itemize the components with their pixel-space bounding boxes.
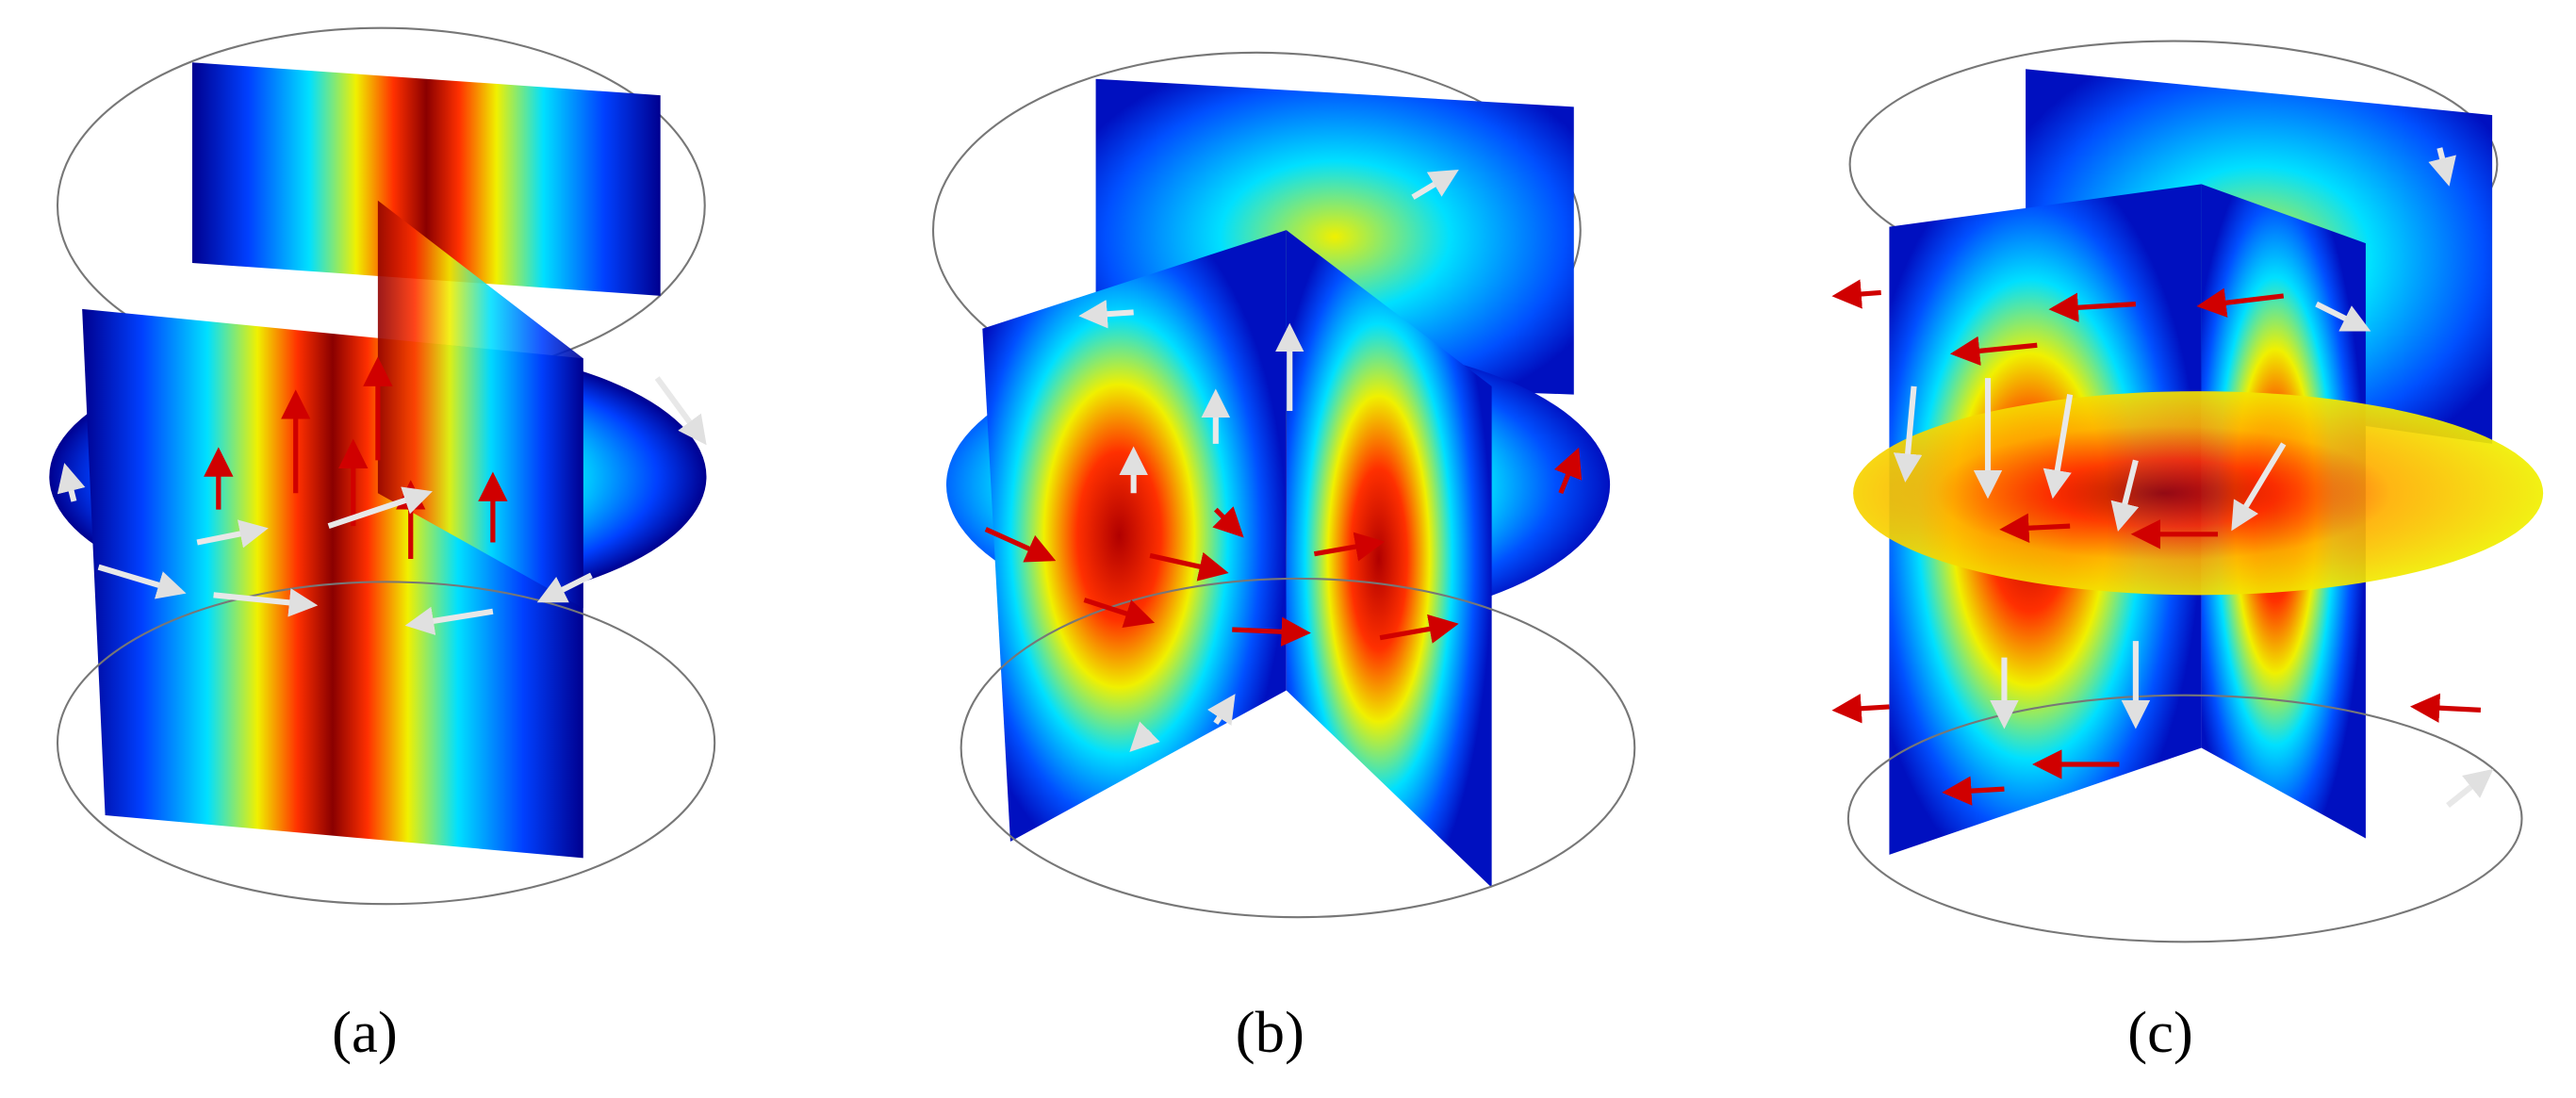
field-arrow — [57, 463, 86, 502]
field-arrow — [984, 527, 1057, 563]
arrows — [57, 356, 707, 635]
field-arrow — [1078, 299, 1134, 329]
field-arrow — [196, 519, 269, 549]
cylinder-bottom — [960, 577, 1636, 919]
field-arrow — [1553, 447, 1583, 495]
field-arrow — [2231, 442, 2287, 532]
field-arrow — [2428, 147, 2456, 187]
field-arrow — [2446, 768, 2494, 808]
field-arrow — [1207, 694, 1236, 726]
field-arrow — [2409, 693, 2482, 723]
field-arrow — [1949, 336, 2038, 366]
cylinder-bottom — [56, 581, 716, 906]
field-arrow — [1129, 721, 1160, 752]
field-arrow — [2315, 301, 2371, 332]
panel-label: (c) — [2127, 999, 2193, 1065]
panel-c — [1831, 40, 2544, 943]
field-arrow — [1379, 614, 1459, 644]
field-arrow — [2048, 292, 2137, 322]
field-arrow — [536, 572, 593, 603]
field-arrow — [2043, 394, 2074, 500]
arrows — [984, 169, 1583, 752]
front-plane — [982, 230, 1287, 842]
panel-label: (a) — [332, 999, 398, 1065]
field-arrow — [1313, 532, 1386, 562]
disc — [1853, 391, 2544, 596]
field-arrow — [327, 486, 433, 529]
field-arrow — [1411, 169, 1459, 200]
field-arrow — [1212, 506, 1244, 538]
field-arrow — [1942, 776, 2005, 806]
arrows — [1831, 147, 2494, 808]
field-arrow — [1149, 551, 1229, 582]
side-plane — [1286, 230, 1492, 888]
field-arrow — [2196, 287, 2285, 318]
panel-a — [49, 26, 716, 906]
field-arrow — [1083, 598, 1156, 629]
field-arrow — [2110, 459, 2140, 533]
field-arrow — [1831, 279, 1881, 309]
panel-label: (b) — [1236, 999, 1304, 1065]
field-arrow — [213, 588, 319, 617]
field-arrow — [654, 376, 707, 446]
field-arrow — [1999, 513, 2071, 543]
field-arrow — [1893, 385, 1923, 483]
cylinder-bottom — [1846, 694, 2523, 943]
field-arrow — [1831, 694, 1890, 724]
panel-b — [931, 51, 1636, 919]
field-arrow — [404, 606, 494, 635]
field-arrow — [97, 564, 187, 599]
field-arrow — [1232, 616, 1311, 647]
back-plane — [191, 62, 661, 296]
